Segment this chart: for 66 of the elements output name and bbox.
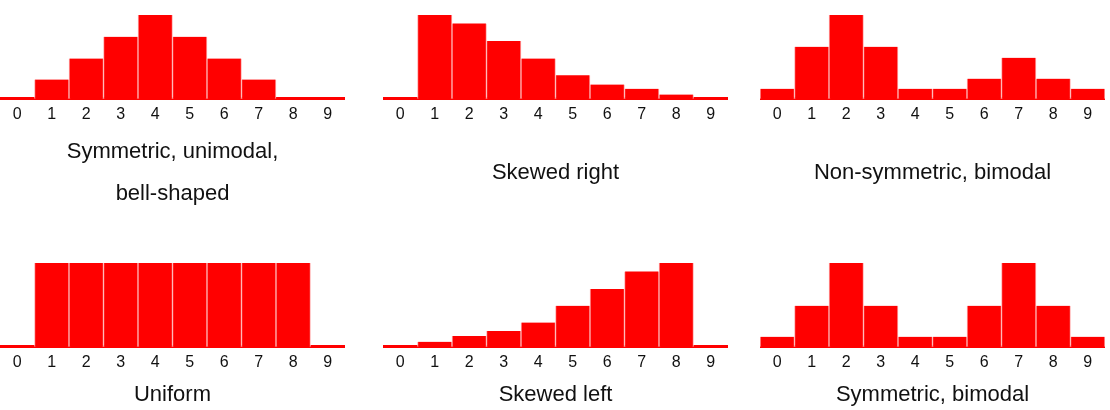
- x-tick-label: 3: [876, 352, 886, 370]
- x-tick-label: 9: [323, 352, 333, 370]
- x-tick-label: 4: [533, 104, 543, 122]
- x-axis-title: Symmetric, unimodal, bell-shaped: [65, 137, 280, 207]
- x-tick-label: 1: [47, 104, 57, 122]
- x-tick-label: 1: [430, 104, 440, 122]
- x-tick-label: 7: [254, 104, 264, 122]
- x-axis-title: Symmetric, bimodal: [834, 380, 1031, 408]
- x-tick-label: 5: [945, 104, 955, 122]
- x-tick-label: 4: [910, 104, 920, 122]
- x-tick-label: 3: [499, 104, 509, 122]
- x-tick-label: 8: [288, 352, 298, 370]
- x-tick-label: 5: [568, 104, 578, 122]
- x-tick-label: 9: [323, 104, 333, 122]
- x-tick-label: 4: [150, 352, 160, 370]
- x-tick-label: 6: [602, 104, 612, 122]
- x-tick-label: 4: [910, 352, 920, 370]
- x-tick-label: 1: [47, 352, 57, 370]
- x-tick-label: 2: [464, 352, 474, 370]
- x-axis-title: Skewed right: [490, 158, 621, 186]
- x-tick-label: 0: [772, 104, 782, 122]
- x-tick-label: 8: [1048, 104, 1058, 122]
- x-tick-label: 5: [568, 352, 578, 370]
- x-tick-label: 0: [395, 104, 405, 122]
- x-tick-label: 2: [81, 352, 91, 370]
- x-tick-label: 0: [395, 352, 405, 370]
- x-tick-label: 9: [706, 104, 716, 122]
- x-tick-label: 9: [1083, 104, 1093, 122]
- x-axis-title: Skewed left: [497, 380, 614, 408]
- x-tick-label: 2: [464, 104, 474, 122]
- x-axis-title: Non-symmetric, bimodal: [812, 158, 1053, 186]
- x-tick-label: 6: [979, 352, 989, 370]
- x-tick-label: 8: [671, 352, 681, 370]
- x-tick-label: 2: [81, 104, 91, 122]
- x-tick-label: 0: [772, 352, 782, 370]
- x-tick-label: 9: [706, 352, 716, 370]
- x-tick-label: 7: [254, 352, 264, 370]
- x-tick-label: 5: [185, 104, 195, 122]
- x-tick-label: 1: [807, 104, 817, 122]
- x-tick-label: 9: [1083, 352, 1093, 370]
- x-tick-label: 3: [116, 104, 126, 122]
- x-tick-label: 8: [671, 104, 681, 122]
- x-tick-label: 6: [979, 104, 989, 122]
- x-tick-label: 3: [499, 352, 509, 370]
- x-tick-label: 0: [12, 104, 22, 122]
- x-tick-label: 2: [841, 104, 851, 122]
- x-tick-label: 3: [876, 104, 886, 122]
- x-tick-label: 2: [841, 352, 851, 370]
- x-tick-label: 6: [602, 352, 612, 370]
- x-axis-title: Uniform: [133, 380, 212, 408]
- x-tick-label: 5: [945, 352, 955, 370]
- x-tick-label: 3: [116, 352, 126, 370]
- x-tick-label: 7: [1014, 352, 1024, 370]
- x-tick-label: 1: [807, 352, 817, 370]
- x-tick-label: 4: [150, 104, 160, 122]
- x-tick-label: 6: [219, 104, 229, 122]
- x-tick-label: 7: [637, 352, 647, 370]
- x-tick-label: 6: [219, 352, 229, 370]
- x-tick-label: 5: [185, 352, 195, 370]
- x-tick-label: 0: [12, 352, 22, 370]
- x-tick-label: 8: [288, 104, 298, 122]
- x-tick-label: 4: [533, 352, 543, 370]
- x-tick-label: 7: [1014, 104, 1024, 122]
- x-tick-label: 1: [430, 352, 440, 370]
- x-tick-label: 7: [637, 104, 647, 122]
- x-tick-label: 8: [1048, 352, 1058, 370]
